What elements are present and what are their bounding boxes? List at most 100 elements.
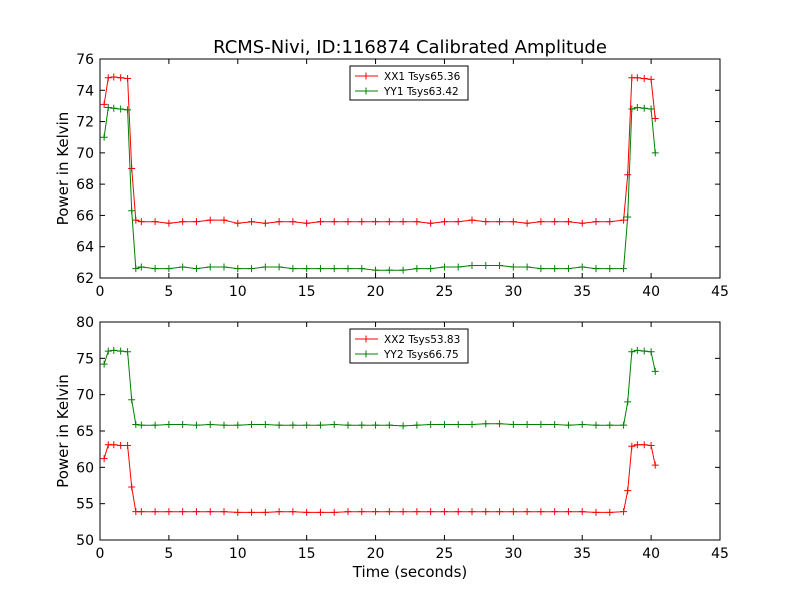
- data-point: [124, 106, 132, 114]
- data-point: [128, 165, 136, 172]
- data-point: [633, 74, 641, 82]
- x-tick-label: 10: [229, 284, 247, 300]
- data-point: [372, 421, 380, 429]
- data-point: [454, 263, 462, 271]
- data-point: [509, 508, 517, 516]
- x-tick-label: 45: [711, 546, 729, 562]
- data-point: [640, 347, 648, 355]
- data-point: [132, 216, 140, 224]
- legend-marker: [362, 72, 370, 80]
- data-point: [413, 265, 421, 273]
- data-point: [179, 263, 187, 271]
- data-point: [606, 508, 614, 516]
- data-point: [385, 421, 393, 429]
- data-point: [234, 219, 242, 227]
- data-point: [316, 218, 324, 226]
- data-point: [124, 348, 132, 356]
- x-tick-label: 25: [436, 284, 454, 300]
- data-point: [551, 420, 559, 428]
- data-point: [261, 420, 269, 428]
- data-point: [358, 265, 366, 273]
- data-point: [440, 218, 448, 226]
- series-2: [100, 346, 659, 430]
- data-point: [110, 346, 118, 354]
- y-tick-label: 64: [76, 240, 94, 256]
- data-point: [651, 114, 659, 122]
- y-tick-label: 65: [76, 424, 94, 440]
- data-point: [592, 508, 600, 516]
- data-point: [468, 420, 476, 428]
- data-point: [440, 263, 448, 271]
- data-point: [496, 261, 504, 269]
- data-point: [206, 420, 214, 428]
- data-point: [482, 218, 490, 226]
- data-point: [234, 421, 242, 429]
- data-point: [496, 420, 504, 428]
- data-point: [165, 265, 173, 273]
- data-point: [117, 442, 125, 450]
- data-point: [427, 420, 435, 428]
- data-point: [151, 508, 159, 516]
- legend-box: [349, 65, 469, 101]
- data-point: [234, 508, 242, 516]
- data-point: [234, 265, 242, 273]
- data-point: [124, 75, 132, 83]
- data-point: [427, 265, 435, 273]
- data-point: [647, 105, 655, 113]
- data-point: [399, 218, 407, 226]
- data-point: [482, 420, 490, 428]
- x-tick-label: 20: [367, 284, 385, 300]
- data-point: [206, 263, 214, 271]
- data-point: [537, 265, 545, 273]
- data-point: [633, 346, 641, 354]
- x-tick-label: 0: [96, 284, 105, 300]
- data-point: [399, 422, 407, 430]
- data-point: [100, 360, 108, 368]
- data-point: [110, 73, 118, 81]
- x-tick-label: 0: [96, 546, 105, 562]
- data-point: [633, 441, 641, 449]
- legend-label: XX1 Tsys65.36: [384, 71, 461, 83]
- data-point: [647, 442, 655, 450]
- data-point: [289, 218, 297, 226]
- data-point: [206, 508, 214, 516]
- data-point: [192, 265, 200, 273]
- data-point: [647, 348, 655, 356]
- data-point: [592, 421, 600, 429]
- data-point: [316, 265, 324, 273]
- data-point: [330, 420, 338, 428]
- data-point: [179, 420, 187, 428]
- data-point: [454, 420, 462, 428]
- data-point: [564, 508, 572, 516]
- data-point: [261, 219, 269, 227]
- data-point: [275, 508, 283, 516]
- axes-frame: [99, 58, 721, 279]
- data-point: [303, 265, 311, 273]
- legend-marker: [362, 87, 370, 95]
- data-point: [482, 261, 490, 269]
- data-point: [578, 420, 586, 428]
- data-point: [372, 266, 380, 274]
- data-point: [578, 508, 586, 516]
- data-point: [509, 218, 517, 226]
- y-tick-label: 75: [76, 351, 94, 367]
- x-tick-label: 35: [573, 546, 591, 562]
- x-tick-label: 40: [642, 546, 660, 562]
- chart-title: RCMS-Nivi, ID:116874 Calibrated Amplitud…: [213, 37, 607, 58]
- data-point: [468, 508, 476, 516]
- data-point: [651, 367, 659, 375]
- data-point: [620, 421, 628, 429]
- data-point: [523, 219, 531, 227]
- legend-label: XX2 Tsys53.83: [384, 334, 460, 346]
- data-point: [454, 508, 462, 516]
- data-point: [289, 508, 297, 516]
- data-point: [344, 508, 352, 516]
- data-point: [303, 219, 311, 227]
- data-point: [628, 442, 636, 450]
- data-point: [427, 508, 435, 516]
- data-point: [192, 508, 200, 516]
- data-point: [606, 421, 614, 429]
- legend-marker: [362, 350, 370, 358]
- y-tick-label: 68: [76, 177, 94, 193]
- data-point: [117, 347, 125, 355]
